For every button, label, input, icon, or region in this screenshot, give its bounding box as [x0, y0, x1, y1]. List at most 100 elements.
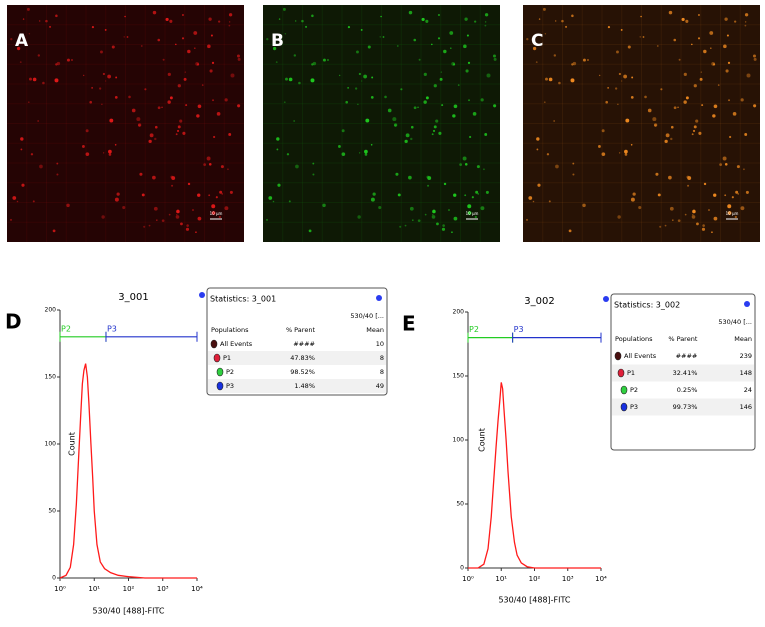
scale-label: 10 µm: [210, 211, 223, 216]
population-icon: [216, 367, 224, 377]
cell-spot: [437, 13, 440, 16]
cell-spot: [228, 13, 233, 17]
stats-cell: 49: [376, 382, 384, 390]
micrograph: [523, 5, 760, 242]
cell-spot: [266, 38, 269, 41]
y-tick-label: 100: [45, 441, 57, 448]
cell-spot: [220, 165, 224, 169]
chart-title: 3_002: [524, 296, 554, 307]
cell-spot: [298, 81, 301, 85]
cell-spot: [10, 38, 13, 41]
cell-spot: [107, 74, 112, 79]
cell-spot: [701, 227, 706, 231]
cell-spot: [492, 54, 496, 58]
cell-spot: [474, 215, 477, 219]
cell-spot: [22, 18, 25, 20]
cell-spot: [536, 148, 539, 151]
cell-spot: [710, 47, 712, 49]
cell-spot: [153, 206, 158, 211]
cell-spot: [744, 24, 747, 27]
cell-spot: [722, 156, 727, 161]
row-band: [208, 351, 386, 365]
y-tick-label: 50: [48, 508, 56, 515]
cell-spot: [678, 58, 681, 61]
cell-spot: [652, 117, 657, 122]
cell-spot: [116, 192, 120, 196]
cell-spot: [276, 148, 279, 151]
stats-cell: All Events: [220, 340, 253, 348]
row-band: [612, 364, 754, 382]
cell-spot: [364, 149, 368, 154]
cell-spot: [82, 74, 85, 77]
cell-spot: [293, 120, 295, 122]
cell-spot: [617, 103, 619, 106]
cell-spot: [175, 133, 178, 136]
cell-spot: [399, 225, 402, 228]
cell-spot: [357, 215, 361, 219]
x-tick-label: 10⁴: [595, 575, 607, 583]
cell-spot: [404, 139, 408, 144]
stats-cell: P2: [630, 386, 638, 394]
x-tick-label: 10⁴: [191, 585, 203, 593]
cell-spot: [26, 7, 30, 11]
cell-spot: [170, 175, 174, 179]
cell-spot: [493, 57, 497, 61]
gate-label: P3: [514, 325, 524, 334]
cell-spot: [713, 216, 718, 221]
cell-spot: [532, 200, 535, 203]
cell-spot: [752, 54, 756, 58]
cell-spot: [677, 106, 679, 108]
cell-spot: [701, 104, 704, 107]
cell-spot: [692, 129, 696, 133]
population-icon: [213, 353, 221, 363]
cell-spot: [753, 57, 757, 61]
cell-spot: [16, 200, 19, 203]
cell-spot: [417, 219, 421, 222]
cell-spot: [624, 149, 628, 154]
cell-spot: [655, 172, 659, 176]
cell-spot: [196, 114, 200, 118]
cell-spot: [115, 76, 118, 79]
cell-spot: [101, 103, 103, 106]
y-axis-label: Count: [478, 428, 487, 452]
cell-spot: [464, 163, 468, 166]
cell-spot: [105, 80, 107, 82]
cell-spot: [441, 227, 446, 231]
cell-spot: [16, 46, 21, 51]
cell-spot: [745, 190, 749, 194]
cell-spot: [180, 222, 183, 226]
cell-spot: [630, 96, 634, 99]
cell-spot: [10, 218, 13, 221]
cell-spot: [207, 44, 211, 49]
cell-spot: [453, 104, 458, 109]
cell-spot: [219, 190, 223, 194]
cell-spot: [744, 13, 749, 17]
panel-label: C: [531, 31, 543, 51]
cell-spot: [408, 10, 413, 15]
corner-dot: [376, 295, 382, 301]
cell-spot: [282, 7, 286, 11]
cell-spot: [432, 129, 436, 133]
column-header: Populations: [211, 326, 249, 334]
column-header: % Parent: [286, 326, 316, 334]
cell-spot: [195, 231, 197, 233]
cell-spot: [743, 168, 745, 171]
cell-spot: [621, 80, 623, 82]
cell-spot: [685, 96, 689, 100]
cell-spot: [463, 44, 467, 49]
cell-spot: [236, 54, 240, 58]
x-axis-label: 530/40 [488]-FITC: [498, 596, 570, 605]
cell-spot: [453, 193, 457, 197]
cell-spot: [423, 100, 427, 104]
y-tick-label: 200: [453, 309, 465, 316]
cell-spot: [179, 119, 183, 123]
cell-spot: [623, 74, 628, 79]
cell-spot: [157, 106, 161, 110]
panel-label: B: [271, 31, 284, 51]
row-band: [612, 398, 754, 416]
cell-spot: [423, 72, 427, 76]
cell-spot: [484, 133, 488, 136]
cell-spot: [467, 211, 472, 215]
cell-spot: [275, 61, 278, 63]
column-header: Mean: [734, 335, 752, 343]
